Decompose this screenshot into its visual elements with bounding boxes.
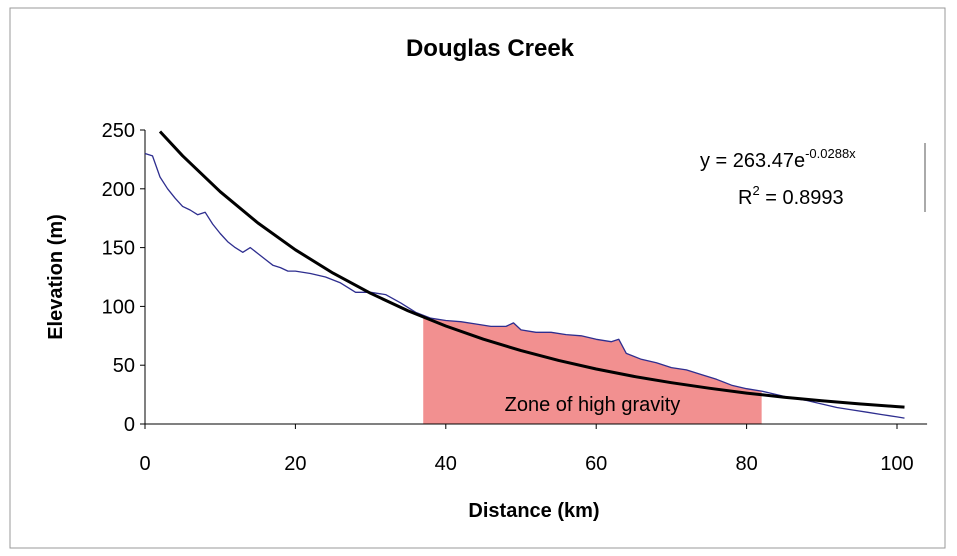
x-axis-label: Distance (km) [468,500,599,522]
zone-label: Zone of high gravity [505,394,681,416]
y-tick-label: 0 [124,414,135,436]
r-squared-exponent: 2 [752,183,759,198]
y-tick-label: 50 [113,355,135,377]
y-tick-label: 250 [102,120,135,142]
equation-exponent: -0.0288x [805,146,856,161]
r-squared-value: = 0.8993 [760,187,844,209]
chart-frame [9,7,946,549]
x-tick-label: 100 [880,453,913,475]
profile-line [144,152,905,419]
equation-base: y = 263.47e [700,150,805,172]
y-axis-label: Elevation (m) [45,214,67,340]
x-tick-label: 60 [585,453,607,475]
x-tick-label: 20 [284,453,306,475]
x-tick-label: 80 [735,453,757,475]
trend-line [158,130,905,409]
r-squared: R2 = 0.8993 [738,183,844,209]
y-tick-label: 100 [102,296,135,318]
x-tick-label: 40 [435,453,457,475]
chart-title: Douglas Creek [406,35,575,62]
r-squared-base: R [738,187,752,209]
equation: y = 263.47e-0.0288x [700,146,856,172]
y-tick-label: 200 [102,179,135,201]
x-tick-label: 0 [139,453,150,475]
y-tick-label: 150 [102,238,135,260]
